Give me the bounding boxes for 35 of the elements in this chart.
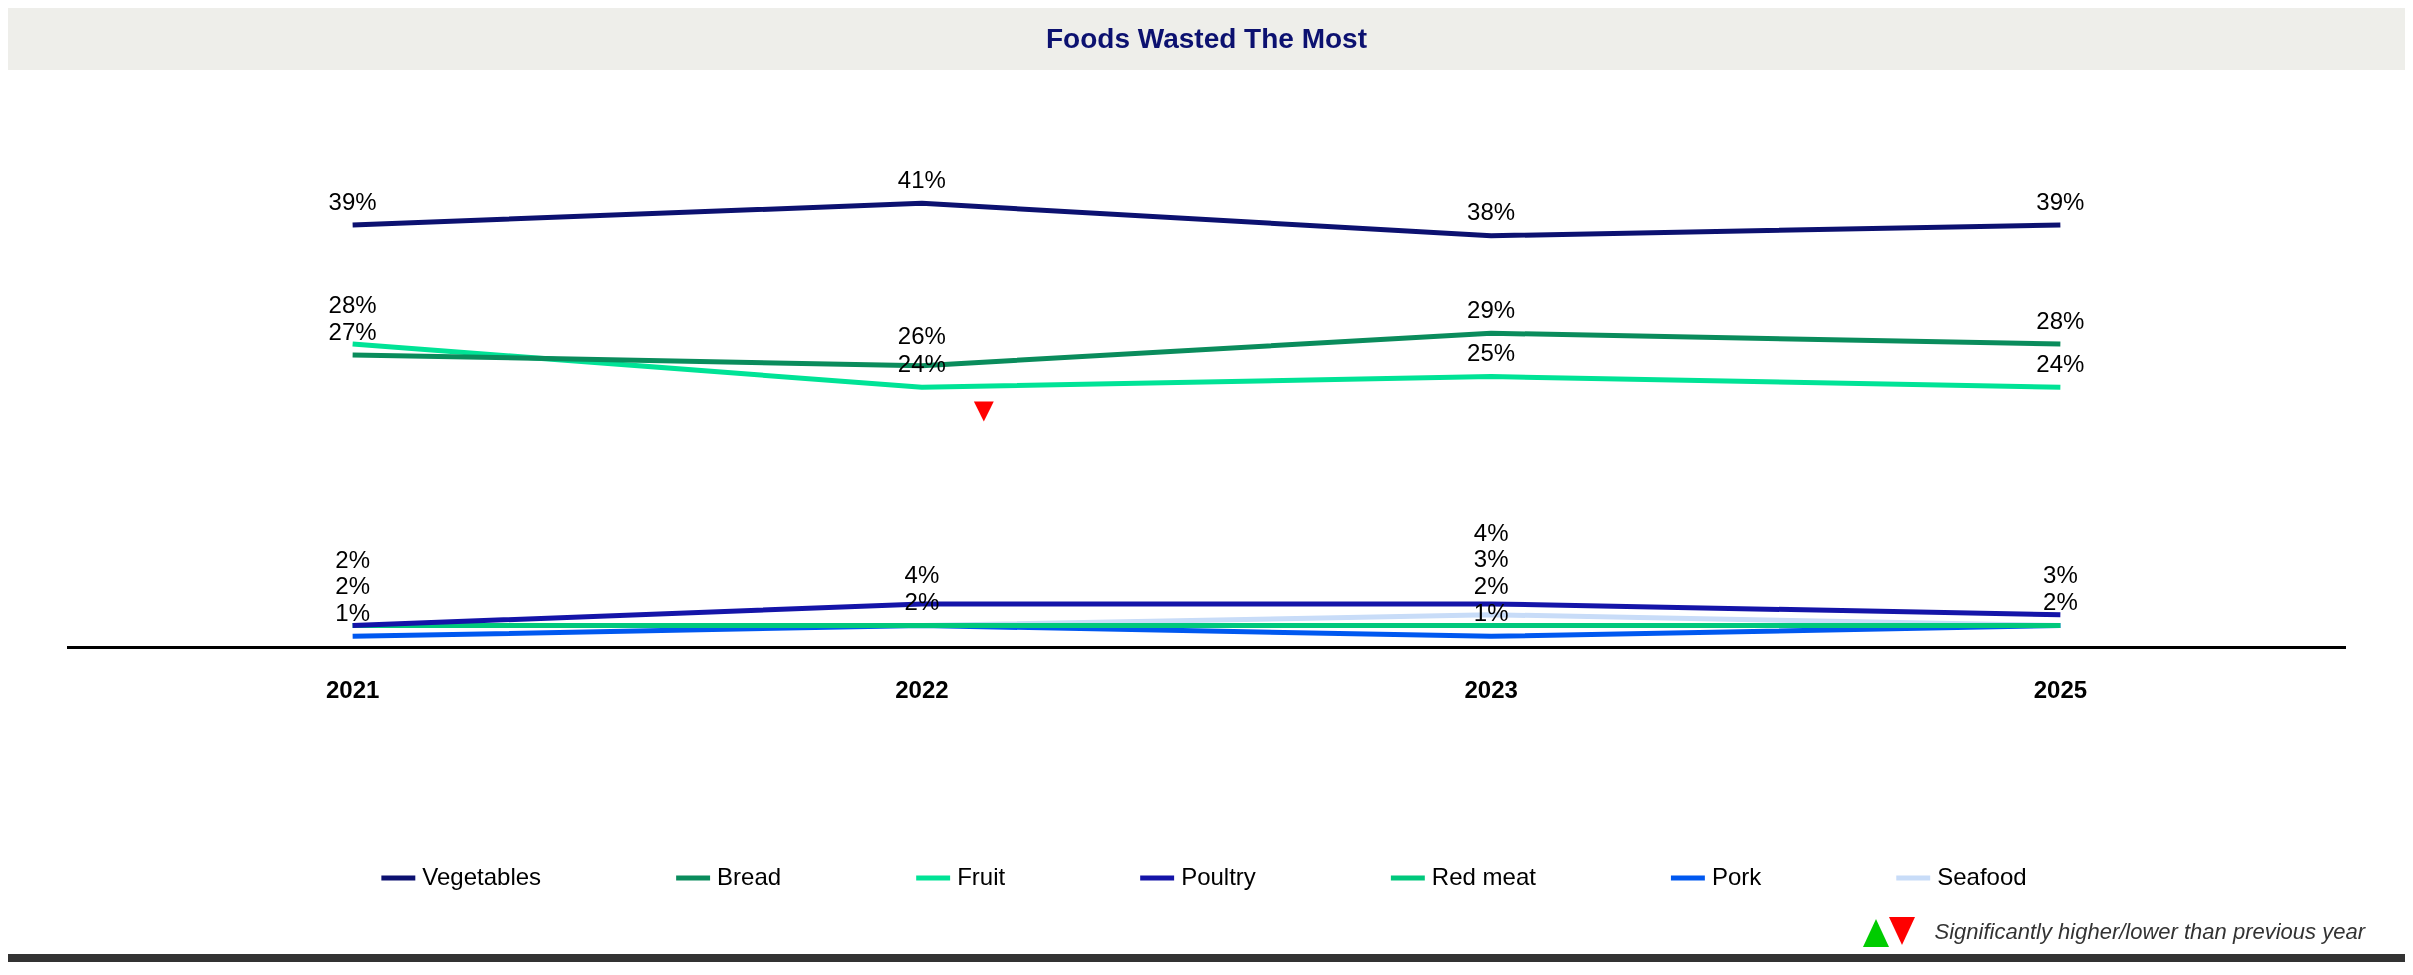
legend-label: Poultry: [1181, 862, 1256, 890]
data-label: 39%: [2036, 187, 2085, 215]
x-tick-label: 2022: [895, 676, 949, 704]
legend-label: Vegetables: [422, 862, 542, 890]
legend-label: Pork: [1711, 862, 1763, 890]
legend-label: Bread: [717, 862, 782, 890]
data-label: 3%: [1473, 545, 1509, 573]
text: Significantly higher/lower than previous year: [1934, 919, 2365, 945]
legend-label: Fruit: [957, 862, 1006, 890]
data-label: 27%: [328, 317, 377, 345]
data-label: 2%: [335, 572, 370, 600]
data-label: 38%: [1467, 198, 1516, 226]
data-label: 24%: [2036, 349, 2085, 377]
data-label: 28%: [328, 290, 377, 318]
legend-label: Seafood: [1937, 862, 2027, 890]
annotation: ▼: [966, 389, 1001, 428]
data-label: 39%: [328, 187, 377, 215]
data-label: 3%: [2043, 561, 2078, 589]
legend-label: Red meat: [1431, 862, 1537, 890]
data-label: 41%: [897, 165, 946, 193]
data-label: 1%: [1473, 599, 1509, 626]
data-label: 1%: [335, 599, 370, 626]
x-tick-label: 2023: [1464, 676, 1518, 704]
chart-title: Foods Wasted The Most: [1046, 23, 1367, 55]
data-label: 26%: [897, 322, 946, 350]
data-label: 25%: [1467, 339, 1516, 367]
data-label: 4%: [904, 560, 940, 588]
x-tick-label: 2021: [325, 676, 380, 704]
data-label: 2%: [1473, 572, 1509, 600]
data-label: 2%: [335, 546, 370, 574]
data-label: 2%: [2043, 588, 2078, 616]
x-tick-label: 2025: [2033, 676, 2088, 704]
data-label: 4%: [1473, 518, 1509, 546]
data-label: 29%: [1467, 295, 1516, 323]
data-label: 28%: [2036, 306, 2085, 334]
